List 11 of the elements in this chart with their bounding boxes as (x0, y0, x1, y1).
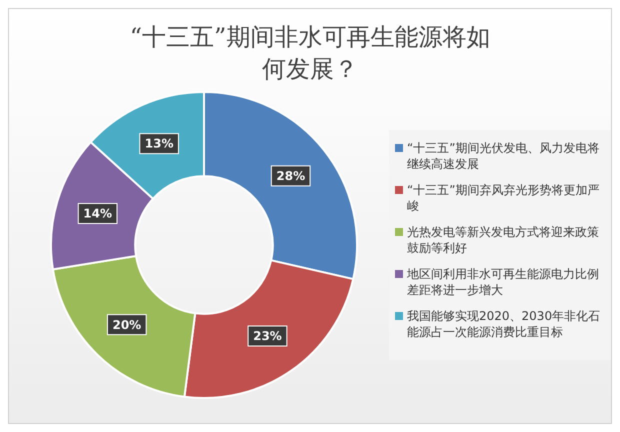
legend-label: 光热发电等新兴发电方式将迎来政策鼓励等利好 (407, 224, 600, 256)
chart-title: “十三五”期间非水可再生能源将如何发展？ (128, 22, 492, 85)
data-label: 14% (83, 206, 112, 221)
legend-label: “十三五”期间弃风弃光形势将更加严峻 (407, 182, 600, 214)
data-label: 28% (276, 168, 306, 183)
data-label: 20% (112, 318, 142, 332)
data-label: 23% (253, 329, 282, 344)
legend-label: 我国能够实现2020、2030年非化石能源占一次能源消费比重目标 (407, 308, 602, 340)
data-label: 13% (144, 136, 174, 151)
legend-label: 地区间利用非水可再生能源电力比例差距将进一步增大 (407, 266, 600, 298)
legend-label: “十三五”期间光伏发电、风力发电将继续高速发展 (407, 140, 600, 172)
